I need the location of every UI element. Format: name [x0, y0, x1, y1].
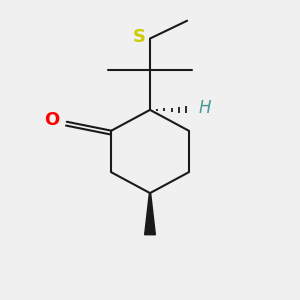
Text: O: O — [44, 111, 59, 129]
Text: S: S — [133, 28, 146, 46]
Polygon shape — [145, 193, 155, 235]
Text: H: H — [199, 99, 211, 117]
